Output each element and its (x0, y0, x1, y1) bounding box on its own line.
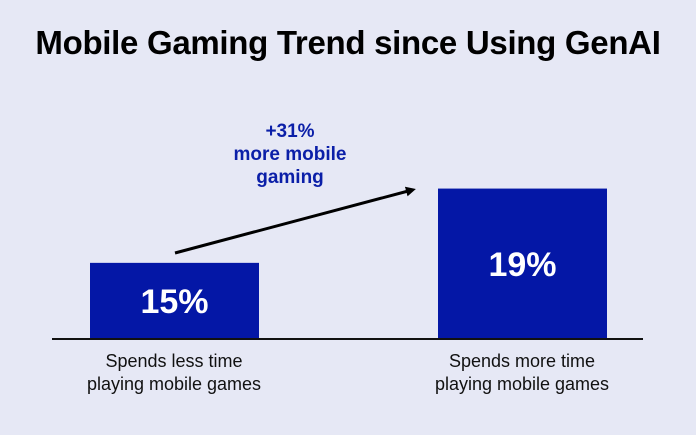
chart-title: Mobile Gaming Trend since Using GenAI (35, 24, 661, 61)
category-label: Spends more time playing mobile games (434, 351, 610, 394)
bar-value-label: 15% (140, 283, 208, 321)
growth-annotation: +31% more mobile gaming (180, 120, 400, 189)
annotation-line: +31% (265, 121, 315, 142)
annotation-line: gaming (256, 167, 324, 188)
trend-arrow (174, 186, 416, 255)
bar-value-label: 19% (488, 246, 556, 284)
annotation-line: more mobile (233, 144, 347, 165)
category-label: Spends less time playing mobile games (86, 351, 262, 394)
bar (438, 188, 607, 339)
bar (90, 262, 259, 339)
